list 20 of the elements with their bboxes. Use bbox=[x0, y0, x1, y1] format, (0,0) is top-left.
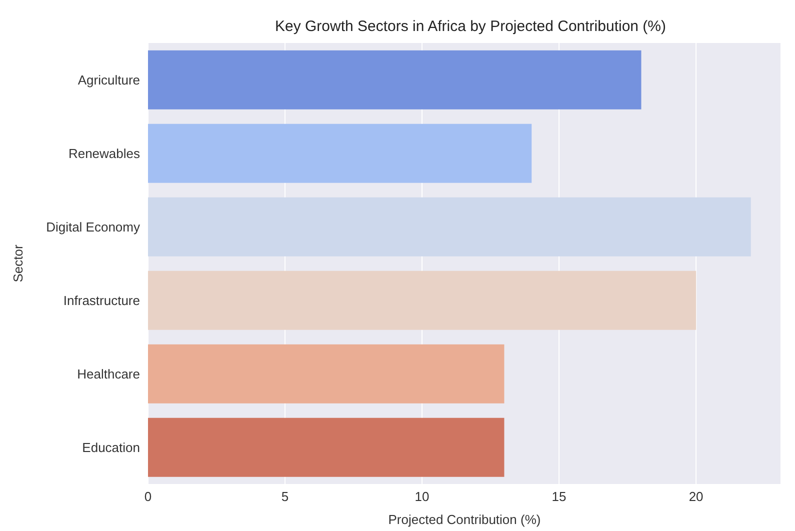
bar bbox=[148, 270, 696, 330]
x-tick-label: 20 bbox=[688, 489, 704, 504]
y-tick-label: Education bbox=[82, 440, 140, 455]
bar bbox=[148, 50, 642, 110]
y-tick-label: Agriculture bbox=[78, 72, 140, 88]
y-tick-label: Renewables bbox=[68, 146, 140, 161]
bar bbox=[148, 344, 504, 404]
bar bbox=[148, 197, 751, 256]
chart-title: Key Growth Sectors in Africa by Projected Contribution (%) bbox=[274, 18, 667, 35]
x-tick-label: 15 bbox=[552, 489, 566, 504]
bar bbox=[148, 418, 504, 477]
x-axis-title: Projected Contribution (%) bbox=[388, 512, 541, 527]
y-tick-label: Healthcare bbox=[77, 366, 140, 382]
x-tick-label: 0 bbox=[144, 489, 152, 504]
y-tick-label: Infrastructure bbox=[63, 292, 140, 308]
y-axis-title: Sector bbox=[10, 244, 26, 282]
x-tick-label: 5 bbox=[281, 489, 289, 504]
x-tick-label: 10 bbox=[414, 489, 430, 504]
y-tick-label: Digital Economy bbox=[46, 219, 140, 234]
bar bbox=[148, 124, 532, 183]
